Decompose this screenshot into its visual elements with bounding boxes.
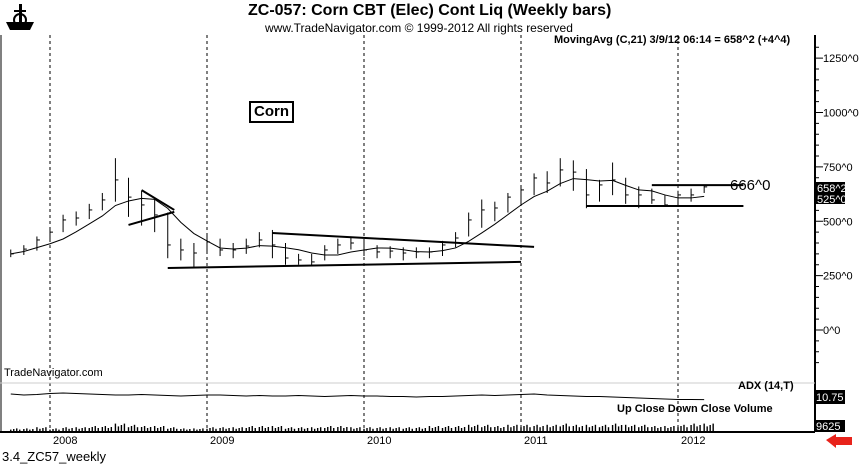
chart-title: ZC-057: Corn CBT (Elec) Cont Liq (Weekly… (248, 2, 612, 19)
scroll-right-arrow-icon[interactable] (826, 434, 852, 448)
last-price-label: 658^2 (817, 183, 847, 195)
moving-average-readout: MovingAvg (C,21) 3/9/12 06:14 = 658^2 (+… (554, 34, 791, 46)
x-tick-label: 2012 (681, 435, 705, 447)
copyright-subtitle: www.TradeNavigator.com © 1999-2012 All r… (265, 21, 573, 35)
adx-value: 10.75 (816, 392, 844, 404)
last-price-badge (815, 182, 845, 204)
y-tick-label: 500^0 (823, 216, 853, 228)
sextant-logo-icon (6, 4, 34, 30)
x-tick-label: 2008 (53, 435, 77, 447)
hidden-price-label: 525^0 (817, 194, 847, 206)
x-tick-label: 2009 (210, 435, 234, 447)
corn-label-box: Corn (249, 101, 294, 123)
watermark-text: TradeNavigator.com (4, 367, 103, 379)
trendline (167, 260, 522, 270)
x-tick-label: 2010 (367, 435, 391, 447)
trendline (272, 231, 535, 248)
y-tick-label: 750^0 (823, 162, 853, 174)
adx-label: ADX (14,T) (738, 380, 794, 392)
y-tick-label: 1250^0 (823, 53, 859, 65)
footer-filename: 3.4_ZC57_weekly (2, 449, 107, 464)
volume-value-badge (815, 420, 845, 432)
x-tick-label: 2011 (524, 435, 548, 447)
trendline (128, 210, 175, 226)
y-tick-label: 0^0 (823, 325, 840, 337)
volume-legend: Up Close Down Close Volume (617, 403, 773, 415)
resistance-label: 666^0 (730, 177, 770, 194)
adx-value-badge (815, 390, 845, 404)
y-tick-label: 1000^0 (823, 108, 859, 120)
moving-average-line (10, 178, 705, 256)
trendline (141, 189, 175, 211)
y-tick-label: 250^0 (823, 271, 853, 283)
adx-line (10, 392, 705, 401)
volume-value: 9625 (816, 421, 840, 433)
